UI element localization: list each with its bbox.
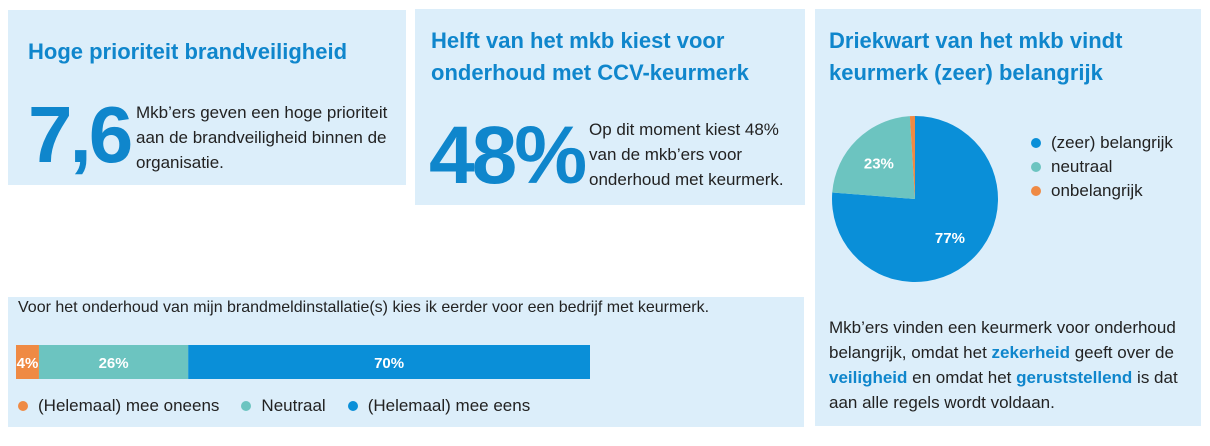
legend-item: (Helemaal) mee oneens — [18, 395, 219, 417]
pie-legend: (zeer) belangrijk neutraal onbelangrijk — [1031, 131, 1173, 203]
stacked-bar-chart: 4% 26% 70% — [16, 345, 590, 379]
bar-segment-1 — [16, 345, 39, 379]
legend-dot — [241, 401, 252, 411]
bar-segment-2 — [38, 345, 189, 379]
stacked-bar-card: Voor het onderhoud van mijn brandmeldins… — [8, 297, 804, 427]
legend-label: Neutraal — [261, 396, 326, 415]
card-title: Hoge prioriteit brandveiligheid — [28, 39, 348, 64]
legend-label: (zeer) belangrijk — [1051, 133, 1173, 152]
card-description: Mkb’ers vinden een keurmerk voor onderho… — [829, 315, 1191, 415]
card-description: Mkb’ers geven een hoge prioriteit aan de… — [136, 103, 388, 172]
legend-item: (Helemaal) mee eens — [347, 395, 531, 417]
legend-dot — [18, 401, 28, 411]
legend-dot — [1031, 162, 1041, 172]
bar-segment-3 — [188, 345, 590, 379]
keyword-geruststellend: geruststellend — [1016, 368, 1133, 387]
card-description: Op dit moment kiest 48% van de mkb’ers v… — [589, 120, 784, 189]
survey-question: Voor het onderhoud van mijn brandmeldins… — [18, 299, 710, 316]
legend-label: onbelangrijk — [1051, 181, 1143, 200]
bar-data-label: 4% — [17, 355, 39, 372]
pie-chart-area: 77% 23% (zeer) belangrijk neutraal onbelang… — [815, 99, 1201, 299]
stat-card-maintenance: Helft van het mkb kiest voor onderhoud m… — [415, 9, 805, 205]
desc-text: Mkb’ers vinden een keurmerk voor onderho… — [829, 318, 1176, 362]
legend-item: (zeer) belangrijk — [1031, 131, 1173, 155]
pie-data-label: 77% — [935, 230, 965, 247]
bar-data-label: 26% — [99, 355, 129, 372]
legend-item: onbelangrijk — [1031, 179, 1173, 203]
big-stat: 48% — [429, 110, 587, 201]
legend-item: neutraal — [1031, 155, 1173, 179]
bar-data-label: 70% — [374, 355, 404, 372]
pie-card: Driekwart van het mkb vindt keurmerk (ze… — [815, 9, 1201, 426]
legend-dot — [1031, 186, 1041, 196]
pie-slice-3 — [909, 116, 915, 199]
desc-text: is dat aan alle regels wordt voldaan. — [829, 368, 1178, 412]
keyword-zekerheid: zekerheid — [991, 343, 1070, 362]
bar-legend: (Helemaal) mee oneens Neutraal (Helemaal) … — [18, 395, 530, 417]
desc-text: geeft over de — [1069, 343, 1174, 362]
legend-label: (Helemaal) mee eens — [367, 396, 531, 415]
pie-slice-2 — [832, 116, 915, 199]
pie-chart: 77% 23% — [832, 116, 998, 282]
legend-dot — [1031, 138, 1041, 148]
legend-item: Neutraal — [241, 395, 326, 417]
big-stat: 7,6 — [28, 90, 133, 179]
desc-text: en omdat het — [907, 368, 1017, 387]
legend-label: (Helemaal) mee oneens — [38, 396, 220, 415]
pie-data-label: 23% — [864, 155, 894, 172]
card-title: Helft van het mkb kiest voor onderhoud m… — [431, 28, 749, 85]
legend-label: neutraal — [1051, 157, 1113, 176]
legend-dot — [347, 401, 358, 411]
stat-card-priority: Hoge prioriteit brandveiligheid 7,6 Mkb’… — [8, 10, 406, 185]
keyword-veiligheid: veiligheid — [829, 368, 908, 387]
card-title: Driekwart van het mkb vindt keurmerk (ze… — [829, 28, 1123, 85]
